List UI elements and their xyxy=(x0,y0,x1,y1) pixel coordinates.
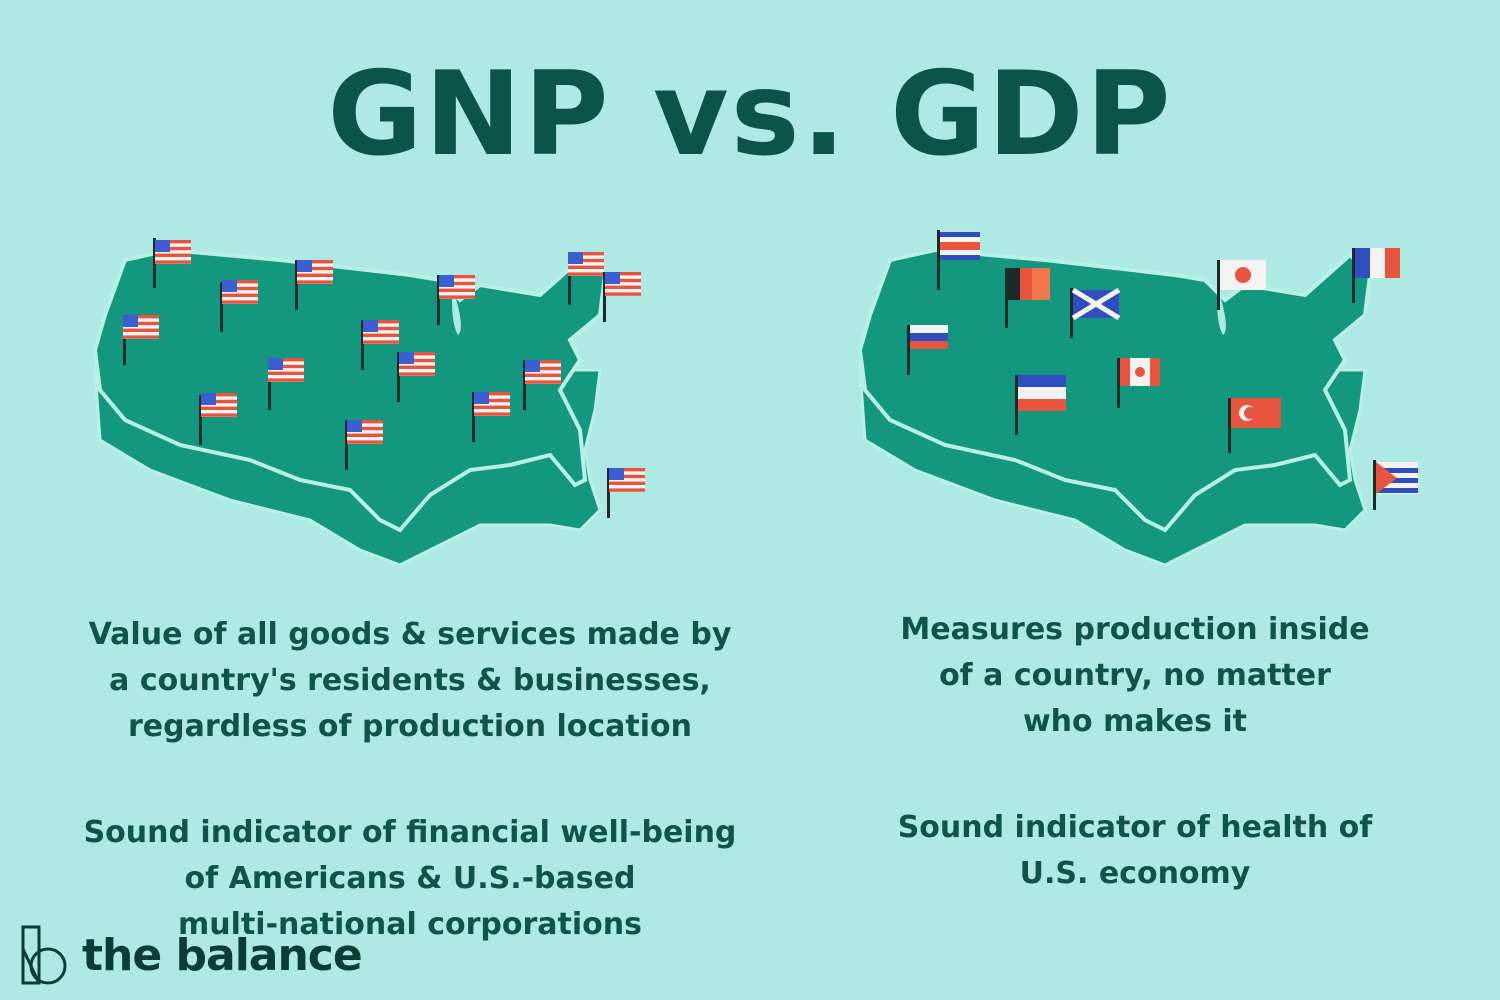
gnp-description: Value of all goods & services made by a … xyxy=(40,612,780,948)
gnp-indicator: Sound indicator of financial well-being … xyxy=(83,815,737,942)
costa-rica-flag-icon xyxy=(937,230,980,290)
japan-flag-icon xyxy=(1217,260,1266,310)
scotland-flag-icon xyxy=(1070,287,1121,338)
gnp-definition: Value of all goods & services made by a … xyxy=(88,617,732,744)
page-title: GNP vs. GDP xyxy=(327,47,1173,182)
gdp-definition: Measures production inside of a country,… xyxy=(900,612,1370,739)
france-flag-icon xyxy=(1352,248,1400,303)
us-map-foreign-flags xyxy=(857,230,1418,567)
striped-horizontal-flag-icon xyxy=(1015,375,1066,435)
turkey-flag-icon xyxy=(1228,398,1281,453)
the-balance-logo-icon xyxy=(21,925,67,985)
us-map-american-flags xyxy=(92,238,645,567)
gdp-description: Measures production inside of a country,… xyxy=(810,607,1460,897)
us-flag-icon xyxy=(607,468,645,518)
brand-logo: the balance xyxy=(20,920,363,990)
striped-flag-icon xyxy=(1005,268,1050,328)
russia-flag-icon xyxy=(907,325,948,375)
brand-name: the balance xyxy=(82,929,363,981)
cuba-flag-icon xyxy=(1373,460,1418,510)
gdp-indicator: Sound indicator of health of U.S. econom… xyxy=(897,810,1373,891)
canada-flag-icon xyxy=(1117,358,1160,408)
us-flag-icon xyxy=(603,272,641,322)
